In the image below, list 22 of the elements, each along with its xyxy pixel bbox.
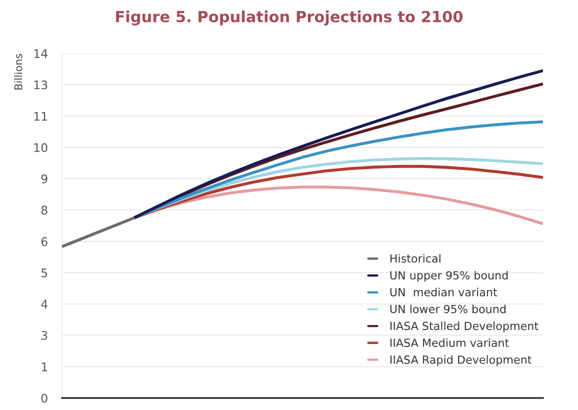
legend-label: IIASA Medium variant — [390, 338, 509, 347]
legend-label: IIASA Stalled Development — [390, 322, 538, 332]
y-tick-label: 11 — [34, 112, 48, 121]
y-tick-label: 5 — [42, 268, 48, 278]
legend-label: UN median variant — [390, 288, 498, 296]
legend-label: UN lower 95% bound — [390, 304, 506, 314]
y-tick-label: 4 — [41, 300, 48, 308]
y-tick-label: 13 — [34, 80, 48, 90]
y-tick-label: 0 — [41, 394, 48, 403]
y-tick-label: 6 — [41, 237, 48, 246]
legend-label: UN upper 95% bound — [390, 270, 508, 282]
legend-label: Historical — [390, 254, 440, 263]
legend-label: IIASA Rapid Development — [390, 355, 532, 366]
y-axis-title: Billions — [14, 54, 22, 90]
chart-title: Figure 5. Population Projections to 2100 — [116, 10, 463, 26]
y-tick-label: 8 — [41, 206, 48, 215]
line-series — [62, 216, 136, 248]
y-tick-label: 10 — [34, 143, 48, 152]
y-tick-label: 3 — [42, 330, 48, 340]
y-tick-label: 1 — [42, 362, 48, 372]
y-tick-label: 14 — [34, 49, 48, 58]
y-tick-label: 9 — [41, 174, 48, 184]
